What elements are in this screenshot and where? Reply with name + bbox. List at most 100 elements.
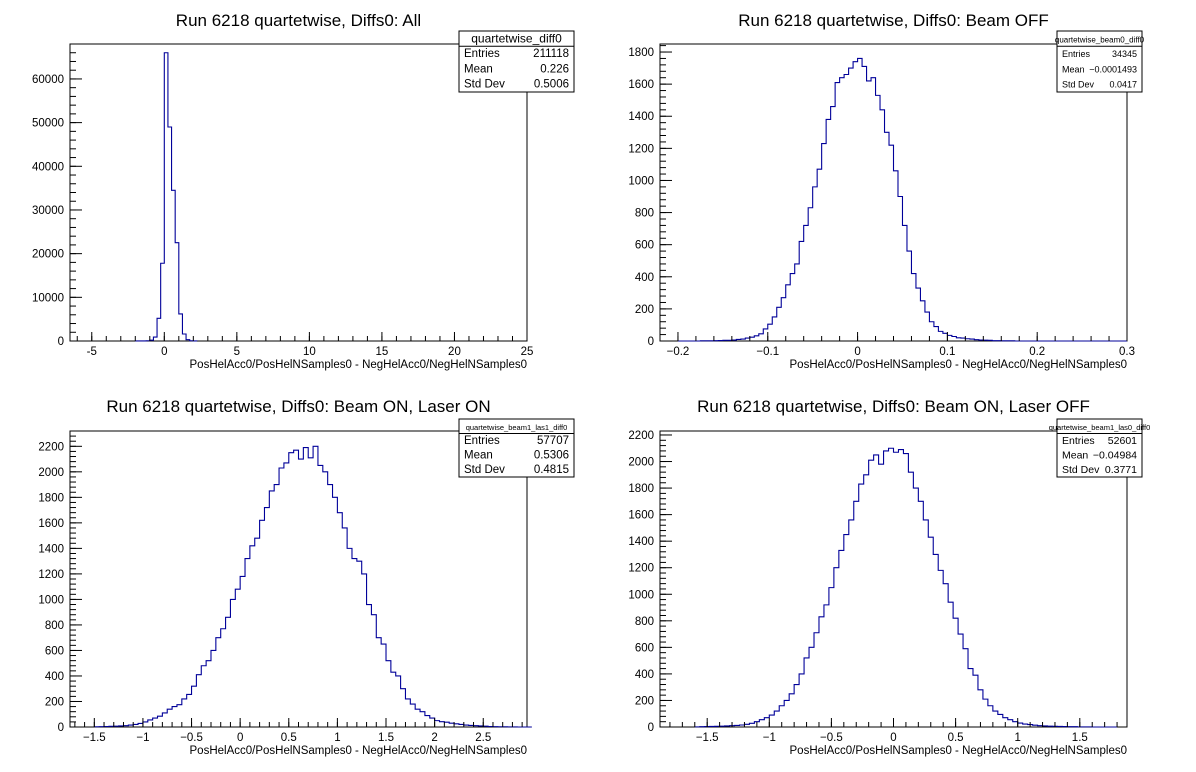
chart-title: Run 6218 quartetwise, Diffs0: Beam ON, L… [106,397,490,416]
y-tick-label: 50000 [32,118,64,130]
x-tick-label: −0.2 [667,346,690,358]
x-axis: −1.5 −1 −0.5 0 0.5 1 1.5PosHelAcc0/PosHelNSamp… [669,718,1127,757]
stats-row-value: 0.3771 [1105,464,1137,476]
y-tick-label: 2200 [38,441,64,453]
x-tick-label: −0.5 [180,732,203,744]
stats-row-value: 0.0417 [1109,80,1137,90]
histogram-series [694,447,1118,728]
stats-row-label: Mean [464,449,493,461]
stats-row-label: Mean [1062,449,1088,461]
x-tick-label: 0.5 [281,732,297,744]
stats-row-label: Entries [464,48,500,60]
x-axis: −1.5 −1 −0.5 0 0.5 1 1.5 2 2.5PosHelAcc0/PosHelN… [74,718,527,757]
y-tick-label: 600 [635,642,654,654]
stats-name: quartetwise_beam1_las1_diff0 [466,423,568,432]
stats-row-value: −0.04984 [1093,449,1137,461]
stats-row-value: 0.4815 [534,464,569,476]
x-axis-label: PosHelAcc0/PosHelNSamples0 - NegHelAcc0/… [190,745,527,757]
stats-row-label: Mean [1062,64,1085,74]
histogram-series [93,445,532,728]
y-tick-label: 800 [45,620,64,632]
x-tick-label: 0 [854,346,860,358]
x-tick-label: 5 [234,346,240,358]
stats-box-frame [458,30,575,93]
x-tick-label: −1 [136,732,149,744]
histogram-series [134,52,198,342]
stats-row-label: Std Dev [464,79,505,91]
y-tick-label: 1800 [38,492,64,504]
y-tick-label: 800 [635,208,654,220]
y-tick-label: 1600 [38,518,64,530]
stats-row-label: Std Dev [1062,464,1100,476]
y-tick-label: 2000 [628,457,654,469]
y-tick-label: 200 [635,304,654,316]
y-tick-label: 1600 [628,79,654,91]
x-tick-label: −0.1 [756,346,779,358]
y-tick-label: 1000 [38,594,64,606]
y-tick-label: 1000 [628,589,654,601]
histogram-series [677,57,1127,342]
x-tick-label: 0 [237,732,243,744]
x-tick-label: 2 [431,732,437,744]
stats-row-value: −0.0001493 [1089,64,1137,74]
x-tick-label: 10 [303,346,316,358]
stats-row-value: 0.5006 [534,79,569,91]
x-tick-label: 0.5 [948,732,964,744]
y-tick-label: 1200 [628,143,654,155]
stats-box-frame [1056,418,1143,478]
x-tick-label: 1.5 [378,732,394,744]
x-axis-label: PosHelAcc0/PosHelNSamples0 - NegHelAcc0/… [790,745,1127,757]
x-tick-label: 15 [376,346,389,358]
y-tick-label: 0 [648,336,654,348]
y-axis: 0 10000 20000 30000 40000 50000 60000 [32,43,82,348]
stats-row-label: Mean [464,63,493,75]
stats-row-value: 52601 [1108,435,1137,447]
x-tick-label: 25 [521,346,534,358]
y-tick-label: 200 [635,695,654,707]
y-tick-label: 1400 [628,536,654,548]
x-tick-label: 2.5 [475,732,491,744]
y-tick-label: 1000 [628,175,654,187]
y-tick-label: 200 [45,696,64,708]
stats-row-label: Entries [464,435,500,447]
y-tick-label: 400 [45,671,64,683]
stats-box: quartetwise_beam0_diff0 Entries 34345 Mean −… [1055,30,1145,93]
stats-box-frame [458,418,575,478]
histogram-panel-2: Run 6218 quartetwise, Diffs0: Beam OFF −0… [628,11,1144,371]
x-tick-label: 0.2 [1029,346,1045,358]
stats-name: quartetwise_beam1_las0_diff0 [1049,423,1151,432]
y-tick-label: 1600 [628,510,654,522]
y-tick-label: 1400 [38,543,64,555]
x-tick-label: −1.5 [696,732,719,744]
x-tick-label: 0 [161,346,167,358]
y-tick-label: 1400 [628,111,654,123]
x-tick-label: 0.1 [939,346,955,358]
y-tick-label: 1800 [628,47,654,59]
stats-box: quartetwise_beam1_las0_diff0 Entries 52601… [1049,418,1151,478]
y-tick-label: 400 [635,272,654,284]
stats-box-frame [1056,30,1143,93]
stats-name: quartetwise_diff0 [471,31,562,45]
y-tick-label: 1200 [628,563,654,575]
stats-row-value: 0.5306 [534,449,569,461]
y-tick-label: 1800 [628,483,654,495]
histogram-panel-1: Run 6218 quartetwise, Diffs0: All -5 0 5 10 1… [32,11,575,371]
x-axis-label: PosHelAcc0/PosHelNSamples0 - NegHelAcc0/… [790,359,1127,371]
x-axis-label: PosHelAcc0/PosHelNSamples0 - NegHelAcc0/… [190,359,527,371]
histogram-panel-4: Run 6218 quartetwise, Diffs0: Beam ON, L… [628,397,1150,757]
y-tick-label: 400 [635,669,654,681]
x-tick-label: 1 [1014,732,1020,744]
y-tick-label: 0 [58,336,64,348]
y-tick-label: 0 [58,722,64,734]
chart-title: Run 6218 quartetwise, Diffs0: Beam ON, L… [697,397,1090,416]
stats-box: quartetwise_diff0 Entries 211118 Mean 0.226 S… [458,30,575,93]
y-tick-label: 2200 [628,430,654,442]
histogram-panel-3: Run 6218 quartetwise, Diffs0: Beam ON, L… [38,397,575,757]
stats-row-value: 211118 [533,48,569,60]
stats-box: quartetwise_beam1_las1_diff0 Entries 57707… [458,418,575,478]
x-tick-label: 0 [890,732,896,744]
y-tick-label: 20000 [32,249,64,261]
stats-row-value: 34345 [1112,49,1137,59]
